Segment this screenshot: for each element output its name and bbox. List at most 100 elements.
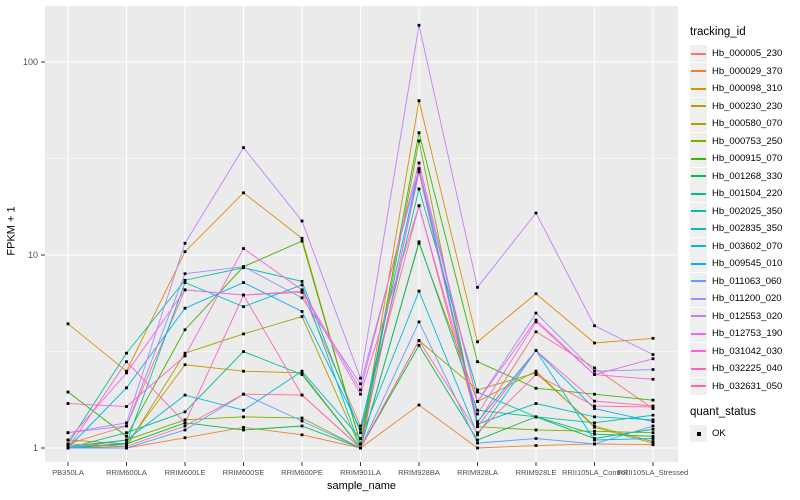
data-point [183,354,187,358]
data-point [125,434,128,438]
legend-label-ok: OK [712,428,726,440]
data-point [476,408,479,412]
data-point [476,438,479,442]
data-point [242,247,245,250]
legend-key-swatch [690,237,707,255]
data-point [534,211,538,215]
data-point [242,350,245,353]
data-point [125,371,128,375]
series-color-line-icon [691,385,706,388]
legend-key-swatch [690,45,707,63]
series-color-line-icon [691,332,706,335]
x-tick-label: RRIM600LA [106,468,147,477]
data-point [242,281,245,284]
data-point [651,431,655,435]
data-point [183,306,187,310]
data-point [242,392,245,396]
x-tick-label: RRII105LA_Control [562,468,627,477]
x-tick-label: RRIM600LE [165,468,206,477]
data-point [300,310,304,313]
data-point [183,410,187,414]
data-point [534,369,538,373]
data-point [593,437,596,440]
data-point [66,442,70,446]
data-point [359,437,362,440]
data-point [593,366,596,370]
data-point [593,373,596,377]
series-color-line-icon [691,350,706,353]
data-point [125,369,128,373]
data-point [183,241,187,245]
data-point [66,438,70,442]
legend-label: Hb_000580_070 [712,118,783,130]
data-point [593,324,596,328]
data-point [534,292,538,296]
data-point [359,388,362,392]
data-point [651,437,655,440]
data-point [534,386,538,390]
data-point [651,427,655,431]
data-point [183,272,187,276]
legend-key-swatch [690,325,707,343]
data-point [417,131,421,135]
data-point [359,431,362,435]
data-point [66,431,70,435]
data-point [300,219,304,223]
data-point [534,371,538,375]
legend-item-Hb_012553_020: Hb_012553_020 [690,307,800,326]
data-point [417,240,421,244]
data-point [242,369,245,373]
legend-item-Hb_001268_330: Hb_001268_330 [690,167,800,186]
data-point [66,444,70,448]
series-color-line-icon [691,140,706,143]
data-point [476,433,479,437]
legend-item-Hb_032225_040: Hb_032225_040 [690,360,800,378]
data-point [651,413,655,417]
data-point [417,204,421,208]
data-point [593,369,596,373]
legend-label: Hb_001268_330 [712,170,783,182]
legend-label: Hb_032631_050 [712,380,783,392]
series-color-line-icon [691,227,706,230]
data-point [651,420,655,424]
data-point [300,296,304,300]
data-point [300,283,304,287]
data-point [593,424,596,428]
legend-key-swatch [690,97,707,115]
data-point [300,433,304,437]
data-point [593,432,596,436]
data-point [417,99,421,103]
data-point [476,420,479,424]
data-point [476,431,479,435]
data-point [300,424,304,428]
data-point [125,444,128,448]
legend-key-swatch [690,115,707,133]
legend-key-swatch [690,62,707,80]
legend-key-swatch [690,150,707,168]
data-point [651,336,655,340]
legend-label: Hb_000029_370 [712,65,783,77]
data-point [125,360,128,364]
legend-label: Hb_000005_230 [712,48,783,60]
data-point [534,415,538,419]
data-point [593,421,596,425]
data-point [125,386,128,390]
y-tick-label: 10 [28,250,38,260]
series-color-line-icon [691,175,706,178]
legend: tracking_id Hb_000005_230 Hb_000029_370 Hb… [690,26,800,443]
series-color-line-icon [691,122,706,125]
data-point [651,418,655,422]
x-tick-label: RRII105LA_Stressed [618,468,688,477]
data-point [359,427,362,431]
series-color-line-icon [691,210,706,213]
series-color-line-icon [691,367,706,370]
data-point [183,351,187,355]
data-point [651,357,655,361]
data-point [359,382,362,386]
data-point [183,418,187,422]
data-point [476,412,479,416]
data-point [476,441,479,445]
data-point [183,393,187,397]
legend-label: Hb_011200_020 [712,293,782,305]
